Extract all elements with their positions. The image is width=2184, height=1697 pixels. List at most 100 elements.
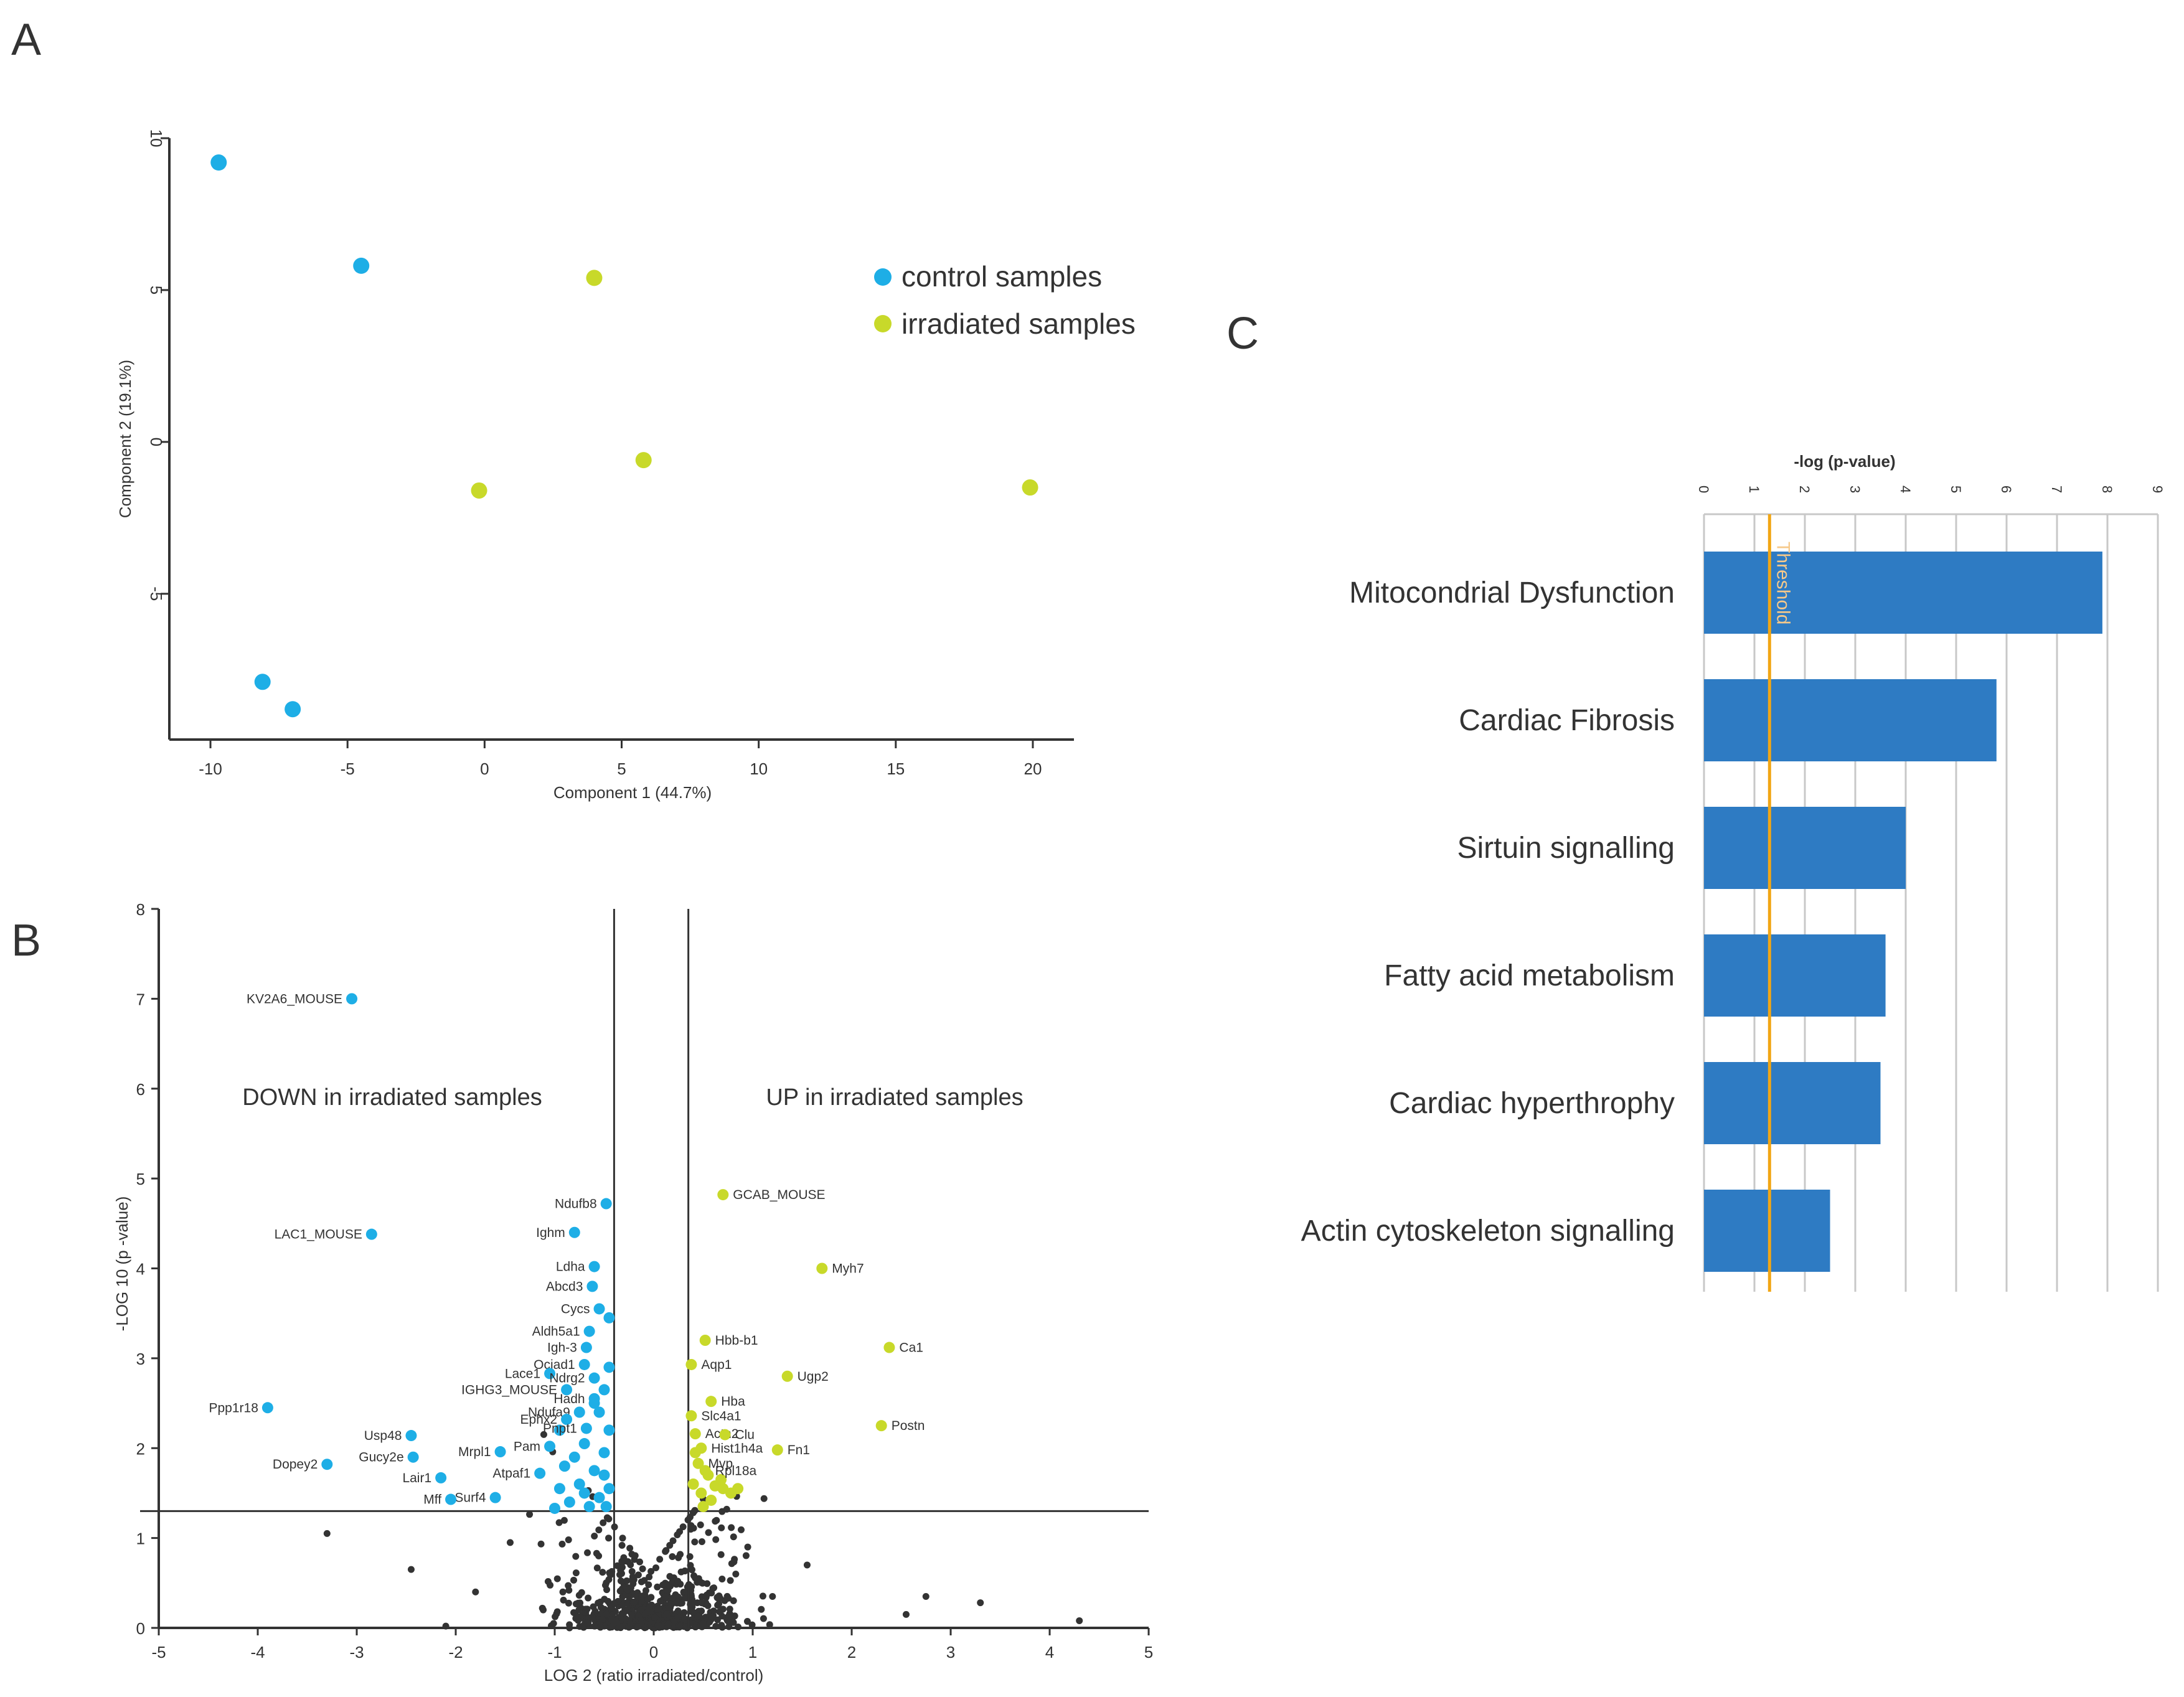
protein-point — [657, 1597, 664, 1605]
protein-point — [605, 1515, 613, 1523]
bar-x-tick-label: 5 — [1948, 486, 1964, 493]
protein-point — [565, 1536, 572, 1544]
up-protein-label: Rpl18a — [715, 1464, 757, 1478]
up-regulated-point — [781, 1370, 793, 1382]
protein-point — [566, 1624, 573, 1632]
protein-point — [654, 1583, 661, 1591]
protein-point — [631, 1556, 638, 1563]
up-protein-label: Hbb-b1 — [715, 1333, 758, 1348]
protein-point — [560, 1516, 568, 1524]
protein-point — [665, 1620, 672, 1628]
down-regulated-point — [600, 1198, 612, 1210]
up-regulated-point — [695, 1487, 707, 1499]
down-regulated-point — [435, 1472, 447, 1483]
annotation-up: UP in irradiated samples — [766, 1084, 1023, 1111]
legend-marker-control — [874, 268, 892, 286]
protein-point — [1076, 1617, 1083, 1624]
protein-point — [506, 1539, 514, 1546]
bar-x-tick-label: 8 — [2099, 486, 2115, 493]
up-protein-label: Fn1 — [788, 1443, 810, 1457]
volcano-x-tick-label: 0 — [649, 1643, 658, 1662]
pca-x-tick-label: 15 — [887, 759, 905, 778]
up-regulated-point — [685, 1410, 697, 1422]
protein-point — [718, 1575, 726, 1582]
pca-y-tick-label: 5 — [147, 286, 166, 294]
protein-point — [760, 1495, 768, 1502]
down-regulated-point — [588, 1393, 600, 1404]
protein-point — [620, 1554, 628, 1561]
protein-point — [625, 1624, 633, 1631]
protein-point — [725, 1619, 733, 1626]
protein-point — [718, 1524, 725, 1531]
up-regulated-point — [717, 1189, 729, 1201]
protein-point — [553, 1575, 561, 1582]
protein-point — [572, 1569, 580, 1577]
protein-point — [595, 1526, 603, 1534]
down-protein-label: Mrpl1 — [458, 1445, 491, 1459]
protein-point — [712, 1622, 720, 1630]
down-protein-label: Ldha — [556, 1260, 585, 1274]
down-protein-label: LAC1_MOUSE — [275, 1228, 362, 1242]
up-regulated-point — [705, 1396, 717, 1408]
protein-point — [725, 1612, 732, 1620]
down-regulated-point — [365, 1228, 377, 1240]
protein-point — [636, 1558, 644, 1566]
up-protein-label: Ca1 — [899, 1341, 923, 1355]
down-protein-label: Abcd3 — [546, 1279, 583, 1294]
panel-label-a: A — [11, 15, 41, 65]
down-regulated-point — [586, 1281, 598, 1292]
down-protein-label: Ndufb8 — [555, 1197, 597, 1211]
bar-x-tick-label: 4 — [1898, 486, 1913, 493]
protein-point — [442, 1622, 450, 1630]
protein-point — [619, 1564, 626, 1571]
protein-point — [646, 1573, 653, 1581]
protein-point — [713, 1616, 721, 1624]
protein-point — [718, 1624, 726, 1631]
down-regulated-point — [603, 1312, 615, 1323]
pca-x-tick-label: 0 — [480, 759, 489, 778]
protein-point — [584, 1549, 591, 1556]
down-regulated-point — [563, 1496, 575, 1508]
up-regulated-point — [689, 1428, 701, 1440]
protein-point — [688, 1583, 695, 1591]
protein-point — [688, 1566, 695, 1574]
protein-point — [626, 1544, 634, 1552]
down-regulated-point — [561, 1384, 573, 1396]
down-protein-label: Usp48 — [364, 1429, 402, 1443]
protein-point — [662, 1547, 670, 1554]
protein-point — [694, 1612, 702, 1620]
up-regulated-point — [875, 1420, 887, 1432]
up-regulated-point — [771, 1444, 783, 1456]
down-regulated-point — [600, 1501, 612, 1513]
protein-point — [591, 1622, 598, 1630]
protein-point — [558, 1540, 566, 1548]
protein-point — [323, 1530, 331, 1537]
pathway-bar — [1704, 1062, 1881, 1144]
down-regulated-point — [588, 1465, 600, 1477]
down-regulated-point — [494, 1446, 506, 1458]
up-regulated-point — [719, 1429, 731, 1441]
protein-point — [603, 1610, 610, 1618]
protein-point — [674, 1577, 682, 1585]
protein-point — [628, 1568, 636, 1575]
up-protein-label: Slc4a1 — [701, 1409, 741, 1423]
down-protein-label: Ndrg2 — [549, 1371, 585, 1386]
protein-point — [713, 1594, 721, 1602]
protein-point — [697, 1599, 705, 1606]
protein-point — [628, 1551, 636, 1558]
bar-x-tick-label: 7 — [2049, 486, 2064, 493]
pca-y-tick-label: 0 — [147, 438, 166, 446]
protein-point — [472, 1588, 479, 1596]
down-regulated-point — [558, 1460, 570, 1472]
protein-point — [628, 1611, 636, 1619]
panel-label-b: B — [11, 916, 41, 966]
pca-y-tick-label: 10 — [147, 129, 166, 148]
protein-point — [708, 1613, 716, 1620]
protein-point — [766, 1621, 773, 1629]
protein-point — [621, 1615, 629, 1622]
bar-x-tick-label: 3 — [1847, 486, 1863, 493]
protein-point — [601, 1596, 608, 1603]
protein-point — [555, 1519, 563, 1526]
protein-point — [618, 1610, 626, 1617]
protein-point — [540, 1431, 547, 1438]
